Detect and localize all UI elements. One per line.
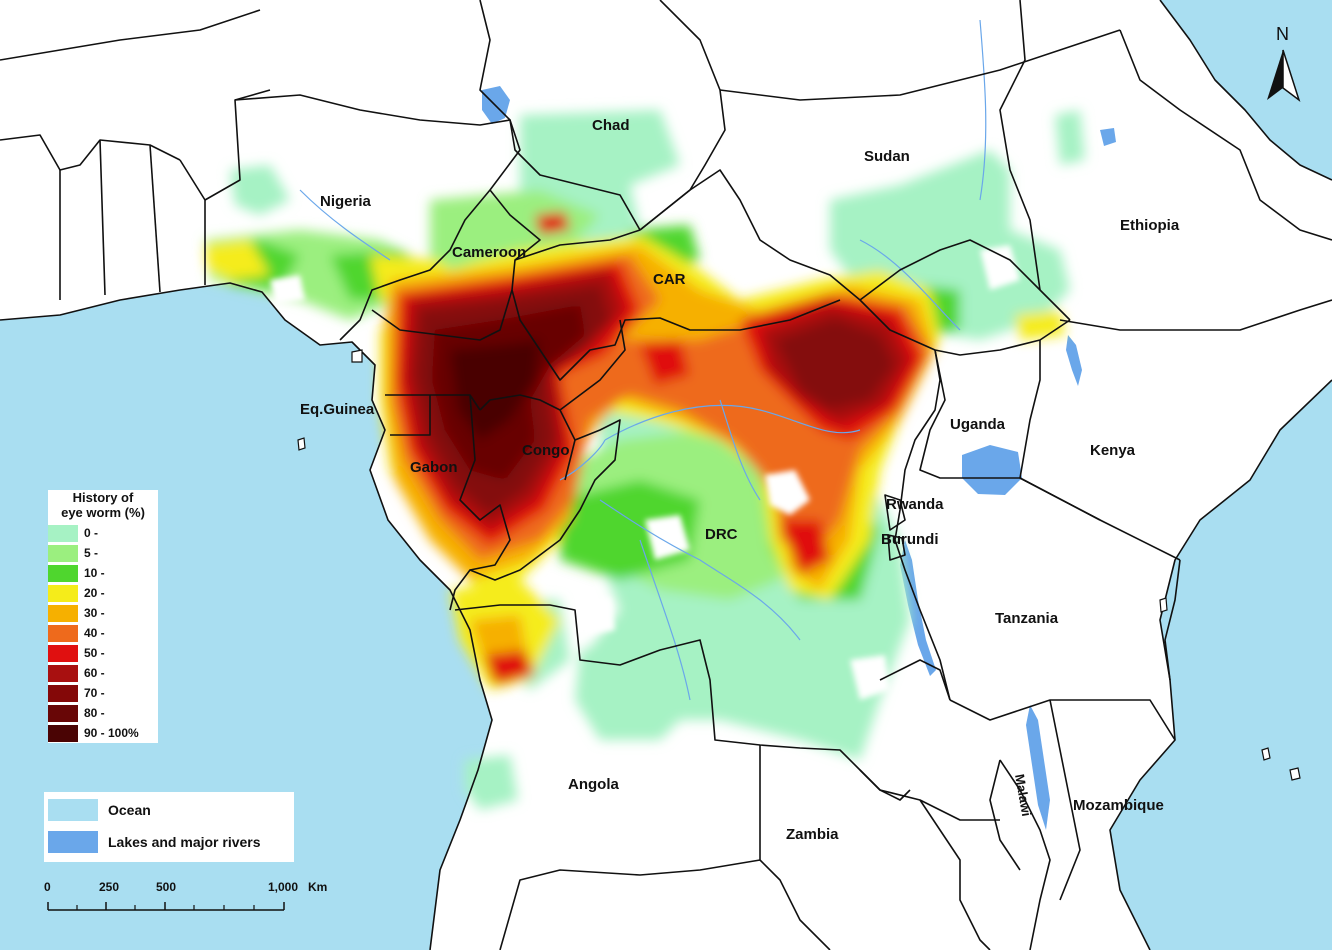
- water-swatch: [48, 831, 98, 853]
- label-ethiopia: Ethiopia: [1120, 217, 1180, 234]
- legend-item: 30 -: [48, 603, 158, 623]
- label-chad: Chad: [592, 117, 630, 134]
- label-nigeria: Nigeria: [320, 193, 372, 210]
- label-burundi: Burundi: [881, 531, 939, 548]
- legend-label: 60 -: [84, 666, 105, 680]
- legend-item: 20 -: [48, 583, 158, 603]
- scale-tick-1000: 1,000: [268, 880, 299, 894]
- north-arrow-left-icon: [1267, 50, 1283, 100]
- legend-swatch: [48, 624, 78, 642]
- legend-label: 50 -: [84, 646, 105, 660]
- water-legend-label: Lakes and major rivers: [108, 834, 261, 850]
- label-sudan: Sudan: [864, 148, 910, 165]
- label-rwanda: Rwanda: [886, 496, 944, 513]
- label-angola: Angola: [568, 776, 619, 793]
- north-arrow-right-icon: [1282, 49, 1301, 103]
- legend-label: 90 - 100%: [84, 726, 139, 740]
- water-swatch: [48, 799, 98, 821]
- label-uganda: Uganda: [950, 416, 1006, 433]
- legend-label: 80 -: [84, 706, 105, 720]
- label-eq-guinea: Eq.Guinea: [300, 401, 375, 418]
- label-congo: Congo: [522, 442, 569, 459]
- lake-victoria: [962, 445, 1022, 495]
- gulf-of-aden: [1160, 0, 1332, 180]
- lake-tanganyika: [900, 540, 936, 676]
- water-legend-label: Ocean: [108, 802, 151, 818]
- legend-label: 0 -: [84, 526, 99, 540]
- north-label: N: [1276, 24, 1289, 44]
- legend-item: 70 -: [48, 683, 158, 703]
- legend-swatch: [48, 724, 78, 742]
- legend-swatch: [48, 584, 78, 602]
- scale-tick-250: 250: [99, 880, 120, 894]
- legend-item: 80 -: [48, 703, 158, 723]
- legend-label: 70 -: [84, 686, 105, 700]
- rivers: [299, 19, 987, 701]
- country-labels: Chad Sudan Nigeria Ethiopia Cameroon CAR…: [300, 117, 1180, 843]
- scale-bar-graphic: [47, 902, 285, 911]
- legend-swatch: [48, 644, 78, 662]
- label-zambia: Zambia: [786, 826, 839, 843]
- legend-swatch: [48, 704, 78, 722]
- legend-item: 60 -: [48, 663, 158, 683]
- legend-label: 20 -: [84, 586, 105, 600]
- scale-tick-0: 0: [44, 880, 51, 894]
- north-arrow: N: [1267, 24, 1301, 103]
- legend-label: 40 -: [84, 626, 105, 640]
- legend-item: 90 - 100%: [48, 723, 158, 743]
- water-rows: Ocean Lakes and major rivers: [44, 796, 294, 856]
- legend-rows: 0 - 5 - 10 - 20 - 30 - 40 - 50 - 60 - 70 - 80 - 90…: [48, 523, 158, 743]
- label-cameroon: Cameroon: [452, 244, 526, 261]
- legend-item: 40 -: [48, 623, 158, 643]
- legend-title-line1: History of: [72, 490, 134, 505]
- lake-albert: [1066, 335, 1082, 386]
- legend-swatch: [48, 544, 78, 562]
- legend-swatch: [48, 564, 78, 582]
- legend-item: 10 -: [48, 563, 158, 583]
- label-drc: DRC: [705, 526, 738, 543]
- legend-swatch: [48, 664, 78, 682]
- legend-item: 0 -: [48, 523, 158, 543]
- legend-swatch: [48, 684, 78, 702]
- scale-tick-500: 500: [156, 880, 177, 894]
- islands: [297, 349, 1301, 781]
- label-kenya: Kenya: [1090, 442, 1136, 459]
- no-data-areas: [270, 245, 1020, 700]
- legend-label: 30 -: [84, 606, 105, 620]
- atlantic-ocean: [0, 283, 492, 950]
- legend-item: 50 -: [48, 643, 158, 663]
- legend-title: History of eye worm (%): [48, 490, 158, 520]
- label-mozambique: Mozambique: [1073, 797, 1164, 814]
- legend-swatch: [48, 604, 78, 622]
- prevalence-legend: History of eye worm (%) 0 - 5 - 10 - 20 - 30…: [48, 490, 158, 743]
- lake-malawi: [1026, 705, 1050, 830]
- indian-ocean: [1110, 380, 1332, 950]
- scale-unit: Km: [308, 880, 328, 894]
- legend-item: 5 -: [48, 543, 158, 563]
- label-tanzania: Tanzania: [995, 610, 1059, 627]
- legend-title-line2: eye worm (%): [61, 505, 145, 520]
- water-legend-item: Lakes and major rivers: [44, 828, 294, 856]
- lake-turkana: [1100, 128, 1116, 146]
- label-gabon: Gabon: [410, 459, 458, 476]
- water-legend: Ocean Lakes and major rivers: [44, 792, 294, 862]
- water-legend-item: Ocean: [44, 796, 294, 824]
- scale-bar: 0 250 500 1,000 Km: [40, 880, 340, 920]
- label-malawi: Malawi: [1012, 773, 1034, 818]
- legend-label: 5 -: [84, 546, 99, 560]
- legend-label: 10 -: [84, 566, 105, 580]
- label-car: CAR: [653, 271, 686, 288]
- legend-swatch: [48, 524, 78, 542]
